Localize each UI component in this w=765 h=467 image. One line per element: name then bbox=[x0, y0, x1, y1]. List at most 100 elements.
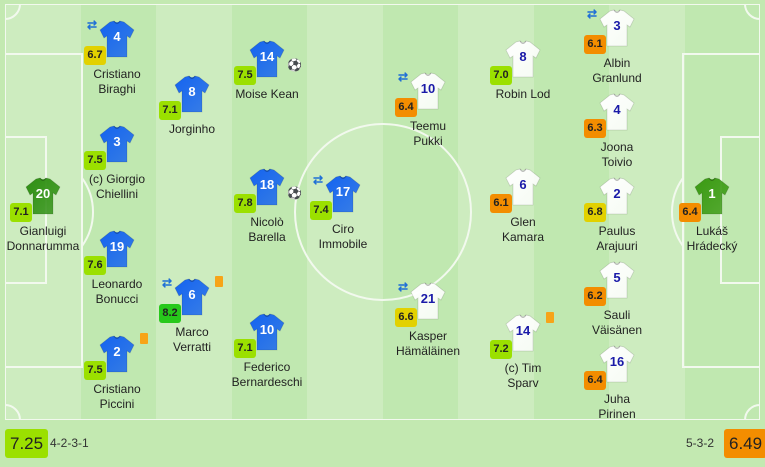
home-player[interactable]: 17 7.4 ⇄ Ciro Immobile bbox=[298, 173, 388, 252]
player-rating: 8.2 bbox=[159, 304, 181, 323]
shirt-icon: 18 bbox=[249, 168, 285, 206]
player-rating: 7.8 bbox=[234, 194, 256, 213]
shirt-number: 5 bbox=[613, 270, 621, 285]
shirt-number: 20 bbox=[35, 186, 51, 201]
player-rating: 6.6 bbox=[395, 308, 417, 327]
player-name: Moise Kean bbox=[235, 87, 299, 101]
player-name: Robin Lod bbox=[495, 87, 551, 101]
player-rating: 6.2 bbox=[584, 287, 606, 306]
player-rating: 6.4 bbox=[395, 98, 417, 117]
away-player[interactable]: 4 6.3 Joona Toivio bbox=[572, 93, 662, 170]
shirt-icon: 4 bbox=[599, 93, 635, 131]
player-rating: 7.5 bbox=[84, 361, 106, 380]
player-rating: 6.1 bbox=[584, 35, 606, 54]
shirt-number: 10 bbox=[259, 322, 275, 337]
player-name: Albin Granlund bbox=[592, 56, 642, 85]
yellow-card-icon bbox=[140, 333, 148, 344]
shirt-icon: 6 bbox=[505, 168, 541, 206]
away-player[interactable]: 6 6.1 Glen Kamara bbox=[478, 168, 568, 245]
swap-arrows-icon: ⇄ bbox=[313, 173, 324, 187]
shirt-number: 2 bbox=[613, 186, 621, 201]
player-name: Teemu Pukki bbox=[409, 119, 447, 148]
player-rating: 7.5 bbox=[234, 66, 256, 85]
shirt-number: 10 bbox=[420, 81, 436, 96]
player-rating: 6.7 bbox=[84, 46, 106, 65]
away-player[interactable]: 5 6.2 Sauli Väisänen bbox=[572, 261, 662, 338]
shirt-number: 14 bbox=[515, 323, 531, 338]
shirt-number: 4 bbox=[113, 29, 121, 44]
player-rating: 7.1 bbox=[10, 203, 32, 222]
away-player[interactable]: 21 6.6 ⇄ Kasper Hämäläinen bbox=[383, 280, 473, 359]
soccer-ball-icon: ⚽ bbox=[287, 58, 302, 72]
away-team-rating: 6.49 bbox=[724, 429, 765, 458]
away-player[interactable]: 14 7.2 (c) Tim Sparv bbox=[478, 312, 568, 391]
home-team-rating: 7.25 bbox=[5, 429, 49, 458]
player-name: Cristiano Biraghi bbox=[93, 67, 141, 96]
home-player[interactable]: 8 7.1 Jorginho bbox=[147, 75, 237, 137]
player-rating: 7.0 bbox=[490, 66, 512, 85]
shirt-number: 1 bbox=[708, 186, 716, 201]
soccer-ball-icon: ⚽ bbox=[287, 186, 302, 200]
shirt-icon: 1 bbox=[694, 177, 730, 215]
away-player[interactable]: 2 6.8 Paulus Arajuuri bbox=[572, 177, 662, 254]
shirt-icon: 14 bbox=[505, 314, 541, 352]
home-formation: 4-2-3-1 bbox=[50, 436, 89, 450]
away-player[interactable]: 3 6.1 ⇄ Albin Granlund bbox=[572, 7, 662, 86]
home-player[interactable]: 19 7.6 Leonardo Bonucci bbox=[72, 230, 162, 307]
shirt-icon: 10 bbox=[410, 72, 446, 110]
shirt-number: 8 bbox=[519, 49, 527, 64]
home-player[interactable]: 18 7.8 ⚽ Nicolò Barella bbox=[222, 168, 312, 245]
home-player[interactable]: 4 6.7 ⇄ Cristiano Biraghi bbox=[72, 18, 162, 97]
player-name: Sauli Väisänen bbox=[591, 308, 643, 337]
player-name: Joona Toivio bbox=[600, 140, 634, 169]
shirt-number: 18 bbox=[259, 177, 275, 192]
player-rating: 6.8 bbox=[584, 203, 606, 222]
player-name: Gianluigi Donnarumma bbox=[6, 224, 80, 253]
shirt-icon: 6 bbox=[174, 278, 210, 316]
shirt-number: 14 bbox=[259, 49, 275, 64]
player-rating: 7.6 bbox=[84, 256, 106, 275]
pitch-stripe bbox=[156, 4, 232, 420]
player-name: Federico Bernardeschi bbox=[231, 360, 303, 389]
home-player[interactable]: 2 7.5 Cristiano Piccini bbox=[72, 333, 162, 412]
player-name: Jorginho bbox=[168, 122, 216, 136]
shirt-number: 2 bbox=[113, 344, 121, 359]
shirt-icon: 21 bbox=[410, 282, 446, 320]
away-player[interactable]: 16 6.4 Juha Pirinen bbox=[572, 345, 662, 422]
shirt-number: 3 bbox=[613, 18, 621, 33]
player-name: Leonardo Bonucci bbox=[91, 277, 143, 306]
shirt-icon: 4 bbox=[99, 20, 135, 58]
yellow-card-icon bbox=[215, 276, 223, 287]
shirt-number: 4 bbox=[613, 102, 621, 117]
shirt-number: 3 bbox=[113, 134, 121, 149]
player-name: Kasper Hämäläinen bbox=[395, 329, 461, 358]
home-player[interactable]: 14 7.5 ⚽ Moise Kean bbox=[222, 40, 312, 102]
shirt-icon: 19 bbox=[99, 230, 135, 268]
home-player[interactable]: 10 7.1 Federico Bernardeschi bbox=[222, 313, 312, 390]
swap-arrows-icon: ⇄ bbox=[87, 18, 98, 32]
home-player[interactable]: 20 7.1 Gianluigi Donnarumma bbox=[0, 177, 88, 254]
shirt-icon: 17 bbox=[325, 175, 361, 213]
player-rating: 7.1 bbox=[234, 339, 256, 358]
shirt-icon: 8 bbox=[174, 75, 210, 113]
shirt-icon: 16 bbox=[599, 345, 635, 383]
swap-arrows-icon: ⇄ bbox=[587, 7, 598, 21]
swap-arrows-icon: ⇄ bbox=[162, 276, 173, 290]
player-name: Lukáš Hrádecký bbox=[686, 224, 738, 253]
away-player[interactable]: 1 6.4 Lukáš Hrádecký bbox=[667, 177, 757, 254]
player-name: Nicolò Barella bbox=[248, 215, 286, 244]
away-player[interactable]: 8 7.0 Robin Lod bbox=[478, 40, 568, 102]
player-rating: 6.1 bbox=[490, 194, 512, 213]
shirt-number: 8 bbox=[188, 84, 196, 99]
player-rating: 7.4 bbox=[310, 201, 332, 220]
player-rating: 6.3 bbox=[584, 119, 606, 138]
pitch-stripe bbox=[383, 4, 458, 420]
swap-arrows-icon: ⇄ bbox=[398, 280, 409, 294]
home-player[interactable]: 6 8.2 ⇄ Marco Verratti bbox=[147, 276, 237, 355]
shirt-icon: 10 bbox=[249, 313, 285, 351]
home-player[interactable]: 3 7.5 (c) Giorgio Chiellini bbox=[72, 125, 162, 202]
shirt-icon: 8 bbox=[505, 40, 541, 78]
shirt-number: 6 bbox=[188, 287, 196, 302]
away-player[interactable]: 10 6.4 ⇄ Teemu Pukki bbox=[383, 70, 473, 149]
player-name: (c) Giorgio Chiellini bbox=[88, 172, 145, 201]
